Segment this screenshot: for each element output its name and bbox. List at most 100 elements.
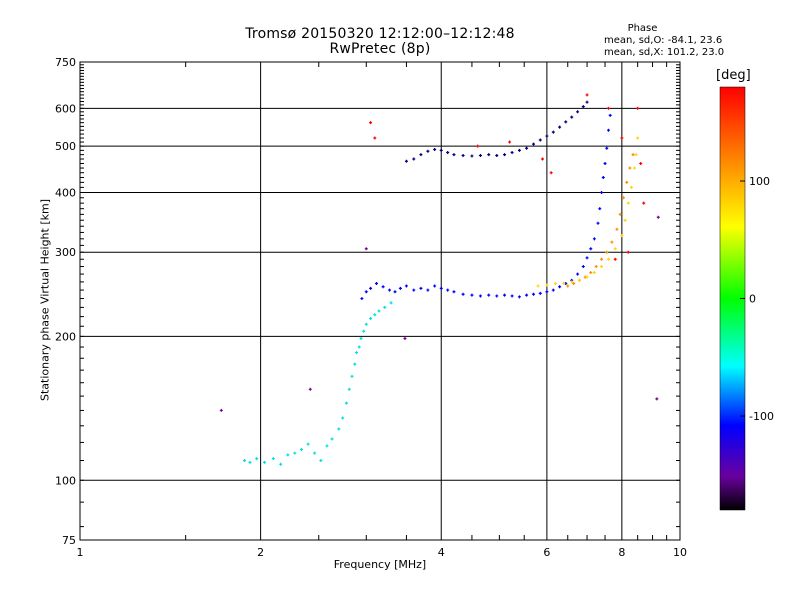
- data-point: [373, 313, 377, 317]
- data-point: [631, 153, 635, 157]
- data-point: [470, 293, 474, 297]
- data-point: [551, 288, 555, 292]
- data-point: [344, 401, 348, 405]
- x-axis-label: Frequency [MHz]: [333, 558, 427, 571]
- data-point: [642, 201, 646, 205]
- data-point: [564, 120, 568, 124]
- data-point: [439, 286, 443, 290]
- data-point: [308, 387, 312, 391]
- phase-stats-x-mode: mean, sd,X: 101.2, 23.0: [604, 47, 725, 58]
- data-point: [623, 218, 627, 222]
- data-point: [412, 288, 416, 292]
- data-point: [606, 257, 610, 261]
- y-tick-label: 600: [55, 102, 76, 115]
- data-point: [374, 282, 378, 286]
- data-point: [364, 322, 368, 326]
- data-point: [364, 290, 368, 294]
- data-point: [600, 265, 604, 269]
- data-point: [585, 100, 589, 104]
- data-point: [286, 453, 290, 457]
- data-point: [503, 293, 507, 297]
- data-point: [359, 336, 363, 340]
- data-point: [369, 286, 373, 290]
- y-tick-label: 750: [55, 56, 76, 69]
- y-tick-label: 100: [55, 474, 76, 487]
- data-point: [608, 113, 612, 117]
- y-tick-label: 500: [55, 140, 76, 153]
- chart-subtitle: RwPretec (8p): [329, 41, 431, 57]
- data-point: [628, 166, 632, 170]
- data-point: [600, 257, 604, 261]
- data-point: [538, 291, 542, 295]
- data-point: [592, 237, 596, 241]
- data-point: [219, 408, 223, 412]
- data-point: [364, 247, 368, 251]
- data-point: [404, 284, 408, 288]
- data-point: [404, 159, 408, 163]
- data-point: [581, 105, 585, 109]
- data-point: [242, 458, 246, 462]
- data-point: [357, 345, 361, 349]
- data-point: [532, 292, 536, 296]
- data-point: [369, 316, 373, 320]
- data-point: [487, 153, 491, 157]
- data-point: [545, 283, 549, 287]
- data-point: [606, 128, 610, 132]
- data-point: [621, 196, 625, 200]
- y-axis-label: Stationary phase Virtual Height [km]: [38, 198, 52, 402]
- data-point: [510, 294, 514, 298]
- data-point: [620, 234, 624, 238]
- data-point: [419, 153, 423, 157]
- y-tick-label: 75: [62, 534, 76, 547]
- data-point: [601, 175, 605, 179]
- data-point: [433, 148, 437, 152]
- data-point: [600, 190, 604, 194]
- data-point: [383, 305, 387, 309]
- data-point: [589, 271, 593, 275]
- data-point: [517, 148, 521, 152]
- data-point: [625, 180, 629, 184]
- data-point: [461, 154, 465, 158]
- phase-stats-o-mode: mean, sd,O: -84.1, 23.6: [604, 35, 723, 46]
- data-point: [337, 427, 341, 431]
- data-point: [585, 93, 589, 97]
- data-point: [613, 257, 617, 261]
- data-point: [525, 293, 529, 297]
- data-point: [439, 148, 443, 152]
- chart-title: Tromsø 20150320 12:12:00–12:12:48: [245, 26, 515, 42]
- data-point: [306, 442, 310, 446]
- data-point: [452, 290, 456, 294]
- data-point: [536, 284, 540, 288]
- data-point: [470, 154, 474, 158]
- data-point: [636, 136, 640, 140]
- data-point: [610, 240, 614, 244]
- data-point: [398, 286, 402, 290]
- data-point: [606, 106, 610, 110]
- colorbar-tick-label: 0: [749, 293, 756, 306]
- data-point: [419, 286, 423, 290]
- x-tick-label: 2: [257, 546, 264, 559]
- data-point: [549, 171, 553, 175]
- data-point: [503, 153, 507, 157]
- data-point: [426, 288, 430, 292]
- data-point: [362, 329, 366, 333]
- data-point: [538, 138, 542, 142]
- data-point: [319, 458, 323, 462]
- data-point: [388, 288, 392, 292]
- data-point: [360, 297, 364, 301]
- data-point: [353, 362, 357, 366]
- data-point: [551, 130, 555, 134]
- phase-stats-title: Phase: [627, 23, 658, 34]
- data-point: [517, 295, 521, 299]
- data-point: [603, 161, 607, 165]
- data-point: [655, 397, 659, 401]
- data-point: [510, 150, 514, 154]
- data-point: [576, 110, 580, 114]
- data-point: [461, 292, 465, 296]
- data-point: [605, 146, 609, 150]
- data-point: [369, 121, 373, 125]
- data-point: [558, 285, 562, 289]
- data-point: [446, 150, 450, 154]
- x-tick-label: 6: [543, 546, 550, 559]
- data-point: [300, 447, 304, 451]
